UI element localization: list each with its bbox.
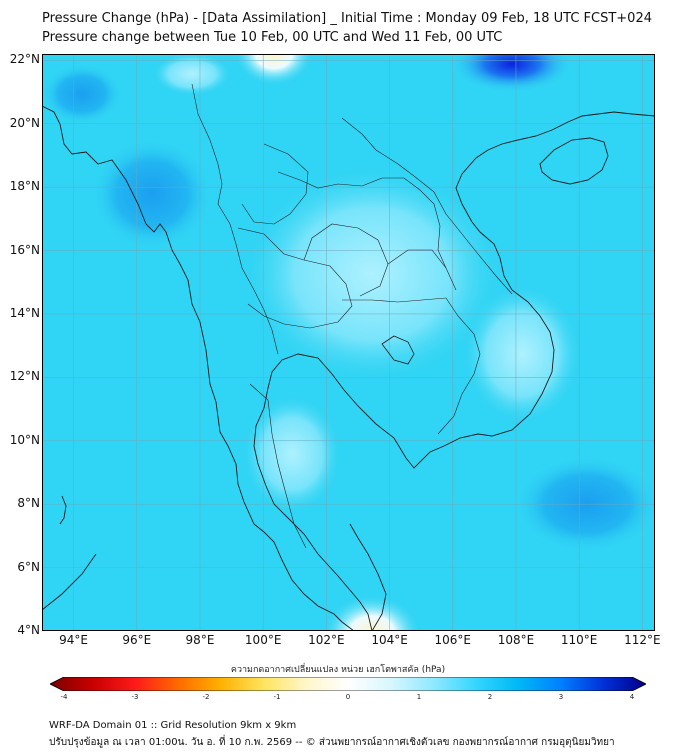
lat-label: 14°N <box>9 305 40 320</box>
colorbar-tick-label: 4 <box>629 693 635 701</box>
lon-label: 112°E <box>624 633 661 647</box>
coastlines <box>42 105 655 631</box>
colorbar-bar <box>50 677 646 691</box>
map-frame <box>42 54 655 631</box>
map-canvas <box>42 54 655 631</box>
lat-label: 16°N <box>9 242 40 257</box>
low-pressure-blob <box>452 54 572 92</box>
light-blob-central <box>242 164 502 384</box>
graticule <box>42 54 655 631</box>
coastline-andaman-islands <box>59 495 67 525</box>
colorbar-tick-label: -2 <box>202 693 210 701</box>
coastline-mainland-west <box>42 105 355 631</box>
map-title: Pressure Change (hPa) - [Data Assimilati… <box>42 11 652 26</box>
coastline-malaysia-east <box>349 523 387 631</box>
lat-label: 6°N <box>17 559 40 574</box>
lat-label: 20°N <box>9 115 40 130</box>
lon-label: 98°E <box>185 633 215 647</box>
border-peninsula <box>249 383 307 549</box>
lon-label: 102°E <box>308 633 345 647</box>
colorbar-title: ความกดอากาศเปลี่ยนแปลง หน่วย เฮกโตพาสคัล… <box>230 665 446 675</box>
lat-label: 10°N <box>9 432 40 447</box>
colorbar-tick-label: -4 <box>60 693 68 701</box>
border-thailand-laos <box>277 171 457 291</box>
footer-model-info: WRF-DA Domain 01 :: Grid Resolution 9km … <box>49 720 297 731</box>
border-provinces-b <box>241 143 309 225</box>
neutral-blob-south <box>322 594 422 631</box>
lon-label: 104°E <box>371 633 408 647</box>
lon-label: 94°E <box>59 633 89 647</box>
lon-label: 108°E <box>497 633 535 647</box>
colorbar-tick-label: 0 <box>345 693 351 701</box>
coastline-hainan <box>539 137 609 185</box>
pressure-change-map <box>42 54 655 631</box>
border-cambodia-vietnam <box>437 297 481 435</box>
border-provinces-d <box>387 249 447 269</box>
colorbar-tick-label: 2 <box>487 693 493 701</box>
rise-blob-west <box>42 64 122 124</box>
border-thailand-cambodia <box>342 297 447 303</box>
border-provinces-a <box>237 227 353 329</box>
map-subtitle: Pressure change between Tue 10 Feb, 00 U… <box>42 30 503 45</box>
rise-blob-bay <box>92 139 212 249</box>
border-myanmar-thailand <box>191 83 279 355</box>
lat-label: 12°N <box>9 369 40 384</box>
border-laos-vietnam <box>341 117 513 295</box>
admin-borders <box>191 83 513 549</box>
coastline-gulf <box>253 221 555 631</box>
lon-label: 100°E <box>244 633 282 647</box>
coastline-vietnam-north <box>455 111 655 223</box>
lon-label: 106°E <box>434 633 472 647</box>
footer-credit: ปรับปรุงข้อมูล ณ เวลา 01:00น. วัน อ. ที่… <box>49 737 615 748</box>
neutral-blob-north <box>234 54 314 86</box>
coastline-sumatra <box>42 553 97 611</box>
tonle-sap-lake <box>381 335 415 365</box>
light-blob-gulf <box>242 394 342 514</box>
colorbar-tick-label: 3 <box>558 693 564 701</box>
colorbar-tick-label: -3 <box>131 693 139 701</box>
colorbar <box>50 677 646 691</box>
lat-label: 4°N <box>17 623 40 637</box>
lon-label: 110°E <box>560 633 598 647</box>
lat-label: 8°N <box>17 496 40 511</box>
border-provinces-c <box>303 223 389 297</box>
lon-label: 96°E <box>122 633 152 647</box>
light-blob-north-west <box>152 54 232 96</box>
lat-label: 22°N <box>9 52 40 67</box>
colorbar-tick-label: -1 <box>273 693 281 701</box>
lat-label: 18°N <box>9 179 40 194</box>
light-blob-east <box>462 284 582 424</box>
colorbar-tick-label: 1 <box>416 693 422 701</box>
